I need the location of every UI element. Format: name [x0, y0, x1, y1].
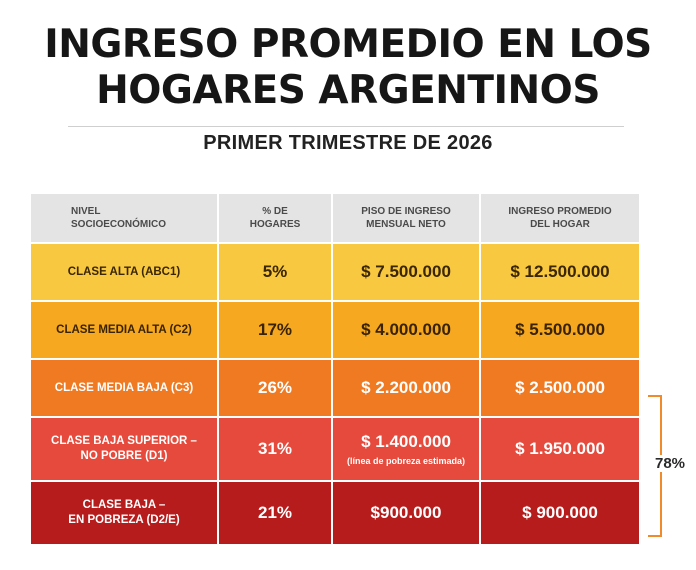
- cell-promedio: $ 5.500.000: [481, 302, 639, 360]
- cell-promedio: $ 900.000: [481, 482, 639, 546]
- table-row: CLASE ALTA (ABC1) 5% $ 7.500.000 $ 12.50…: [31, 244, 639, 302]
- cell-nivel: CLASE BAJA – EN POBREZA (D2/E): [31, 482, 219, 546]
- income-table: NIVEL SOCIOECONÓMICO % DE HOGARES PISO D…: [31, 194, 639, 546]
- cell-hogares: 17%: [219, 302, 333, 360]
- table-row: CLASE MEDIA ALTA (C2) 17% $ 4.000.000 $ …: [31, 302, 639, 360]
- cell-promedio: $ 1.950.000: [481, 418, 639, 482]
- header-nivel: NIVEL SOCIOECONÓMICO: [31, 194, 219, 244]
- cell-hogares: 26%: [219, 360, 333, 418]
- cell-nivel: CLASE ALTA (ABC1): [31, 244, 219, 302]
- cell-nivel: CLASE BAJA SUPERIOR – NO POBRE (D1): [31, 418, 219, 482]
- bracket-total-label: 78%: [648, 455, 692, 472]
- cell-promedio: $ 12.500.000: [481, 244, 639, 302]
- table-row: CLASE MEDIA BAJA (C3) 26% $ 2.200.000 $ …: [31, 360, 639, 418]
- cell-hogares: 31%: [219, 418, 333, 482]
- cell-nivel: CLASE MEDIA BAJA (C3): [31, 360, 219, 418]
- cell-hogares: 5%: [219, 244, 333, 302]
- table-row: CLASE BAJA – EN POBREZA (D2/E) 21% $900.…: [31, 482, 639, 546]
- header-hogares: % DE HOGARES: [219, 194, 333, 244]
- cell-piso: $900.000: [333, 482, 481, 546]
- cell-nivel: CLASE MEDIA ALTA (C2): [31, 302, 219, 360]
- header-piso: PISO DE INGRESO MENSUAL NETO: [333, 194, 481, 244]
- cell-promedio: $ 2.500.000: [481, 360, 639, 418]
- table-header-row: NIVEL SOCIOECONÓMICO % DE HOGARES PISO D…: [31, 194, 639, 244]
- cell-piso: $ 4.000.000: [333, 302, 481, 360]
- cell-piso: $ 1.400.000 (línea de pobreza estimada): [333, 418, 481, 482]
- title-line-2: HOGARES ARGENTINOS: [96, 68, 600, 113]
- table-row: CLASE BAJA SUPERIOR – NO POBRE (D1) 31% …: [31, 418, 639, 482]
- title-line-1: INGRESO PROMEDIO EN LOS: [44, 22, 652, 67]
- header-promedio: INGRESO PROMEDIO DEL HOGAR: [481, 194, 639, 244]
- cell-piso: $ 7.500.000: [333, 244, 481, 302]
- page-title: INGRESO PROMEDIO EN LOS HOGARES ARGENTIN…: [0, 22, 696, 114]
- poverty-line-note: (línea de pobreza estimada): [346, 456, 466, 466]
- cell-hogares: 21%: [219, 482, 333, 546]
- page-subtitle: PRIMER TRIMESTRE DE 2026: [203, 132, 493, 154]
- cell-piso: $ 2.200.000: [333, 360, 481, 418]
- title-divider: [68, 126, 624, 127]
